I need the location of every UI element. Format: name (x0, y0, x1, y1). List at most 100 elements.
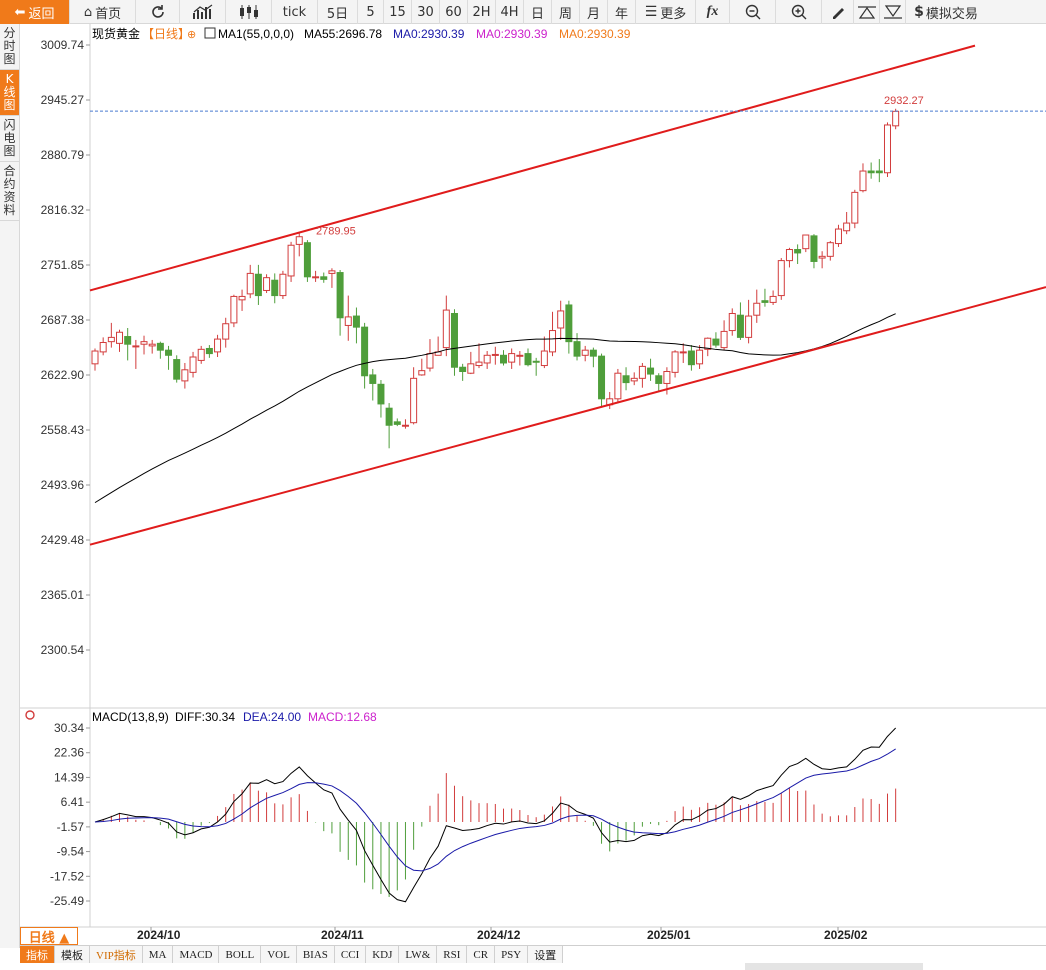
indicator-tab-PSY[interactable]: PSY (495, 946, 529, 963)
candle-body (696, 349, 704, 365)
draw-button[interactable] (822, 0, 854, 24)
trend-channel-lower[interactable] (89, 286, 1046, 546)
candle-body (540, 350, 548, 367)
zoom-in-button[interactable] (776, 0, 822, 24)
formula-button[interactable]: fx (696, 0, 730, 24)
indicator-tab-MA[interactable]: MA (142, 946, 174, 963)
tick-button-label: tick (282, 4, 307, 20)
legend-symbol: 现货黄金 (92, 26, 140, 41)
collapse-button[interactable] (854, 0, 880, 24)
legend-period: 【日线】 (142, 27, 190, 41)
home-icon: ⌂ (83, 4, 93, 20)
indicator-tab-CR[interactable]: CR (467, 946, 496, 963)
home-button[interactable]: ⌂ 首页 (70, 0, 136, 24)
refresh-button[interactable] (136, 0, 180, 24)
expand-button[interactable] (880, 0, 906, 24)
indicator-tab-VIP指标[interactable]: VIP指标 (90, 946, 143, 963)
candle-body (736, 314, 744, 338)
indicator-tab-模板[interactable]: 模板 (55, 946, 90, 963)
indicator-tab-CCI[interactable]: CCI (334, 946, 367, 963)
period-5[interactable]: 5 (358, 0, 384, 24)
candle-body (459, 366, 467, 373)
side-tab-0[interactable]: 分时图 (0, 24, 19, 70)
high-price-label: 2789.95 (316, 225, 356, 237)
price-tick-label: 2622.90 (41, 368, 85, 382)
period-30[interactable]: 30 (412, 0, 440, 24)
indicator-tab-LW&[interactable]: LW& (399, 946, 438, 963)
period-周[interactable]: 周 (552, 0, 580, 24)
period-月[interactable]: 月 (580, 0, 608, 24)
period-30-label: 30 (417, 4, 434, 20)
formula-icon: fx (706, 4, 719, 19)
candle-body (352, 315, 360, 328)
back-button[interactable]: ⬅ 返回 (0, 0, 70, 24)
candle-body (794, 249, 802, 254)
ma-settings-icon[interactable] (204, 27, 216, 39)
indicator-tab-指标[interactable]: 指标 (20, 946, 55, 963)
legend-ma55: MA55:2696.78 (304, 27, 382, 41)
indicator-settings-icon[interactable] (25, 710, 35, 720)
tick-button[interactable]: tick (272, 0, 318, 24)
candle-body (630, 377, 638, 382)
period-2H[interactable]: 2H (468, 0, 496, 24)
period-15[interactable]: 15 (384, 0, 412, 24)
price-tick-label: 2365.01 (41, 588, 85, 602)
candle-body (116, 331, 124, 344)
candle-body (810, 235, 818, 262)
candlestick-icon (239, 5, 258, 19)
candle-body (875, 170, 883, 174)
candle-body (197, 348, 205, 361)
candle-body (344, 316, 352, 326)
date-tick-label: 2024/12 (477, 928, 521, 942)
bar-chart-button[interactable] (180, 0, 226, 24)
candle-body (385, 407, 393, 426)
candle-body (320, 276, 328, 280)
candle-body (508, 353, 516, 363)
indicator-tab-MACD[interactable]: MACD (173, 946, 220, 963)
sim-trade-button[interactable]: $ 模拟交易 (906, 0, 986, 24)
price-chart[interactable]: 3009.74 2945.27 2880.79 2816.32 2751.85 2687.… (20, 24, 1046, 945)
candle-body (377, 383, 385, 405)
side-tab-2[interactable]: 闪电图 (0, 116, 19, 162)
side-tab-3[interactable]: 合约资料 (0, 162, 19, 221)
horizontal-scrollbar[interactable] (745, 963, 923, 970)
candle-body (785, 249, 793, 262)
toolbar: ⬅ 返回 ⌂ 首页 tick 5日 5 15 30 60 2H 4H 日周月年 ☰ 更多 fx $ 模拟交易 (0, 0, 1046, 24)
candle-body (369, 374, 377, 384)
candle-body (124, 336, 132, 345)
period-4H[interactable]: 4H (496, 0, 524, 24)
period-2H-label: 2H (472, 4, 491, 20)
indicator-tab-RSI[interactable]: RSI (437, 946, 468, 963)
date-tick-label: 2025/01 (647, 928, 691, 942)
candle-body (238, 295, 246, 301)
candle-body (361, 326, 369, 377)
period-日[interactable]: 日 (524, 0, 552, 24)
trend-channel-upper[interactable] (89, 44, 976, 292)
candle-type-button[interactable] (226, 0, 272, 24)
period-年[interactable]: 年 (608, 0, 636, 24)
macd-dea: DEA:24.00 (243, 710, 301, 724)
period-60[interactable]: 60 (440, 0, 468, 24)
macd-tick-label: -1.57 (57, 820, 85, 834)
candle-body (165, 349, 173, 356)
candle-body (230, 295, 238, 324)
candle-body (834, 228, 842, 245)
more-button[interactable]: ☰ 更多 (636, 0, 696, 24)
candle-body (549, 330, 557, 353)
indicator-tab-KDJ[interactable]: KDJ (366, 946, 400, 963)
indicator-tab-BIAS[interactable]: BIAS (296, 946, 335, 963)
period-selector[interactable]: 日线 ▲ (20, 927, 78, 946)
candle-body (728, 312, 736, 332)
indicator-tab-设置[interactable]: 设置 (528, 946, 564, 963)
macd-tick-label: 6.41 (61, 795, 85, 809)
candle-body (156, 342, 164, 351)
indicator-tab-BOLL[interactable]: BOLL (219, 946, 262, 963)
candle-body (883, 124, 891, 174)
indicator-tab-VOL[interactable]: VOL (261, 946, 297, 963)
zoom-out-button[interactable] (730, 0, 776, 24)
period-5日[interactable]: 5日 (318, 0, 358, 24)
candle-body (181, 369, 189, 382)
macd-tick-label: -17.52 (50, 869, 84, 883)
